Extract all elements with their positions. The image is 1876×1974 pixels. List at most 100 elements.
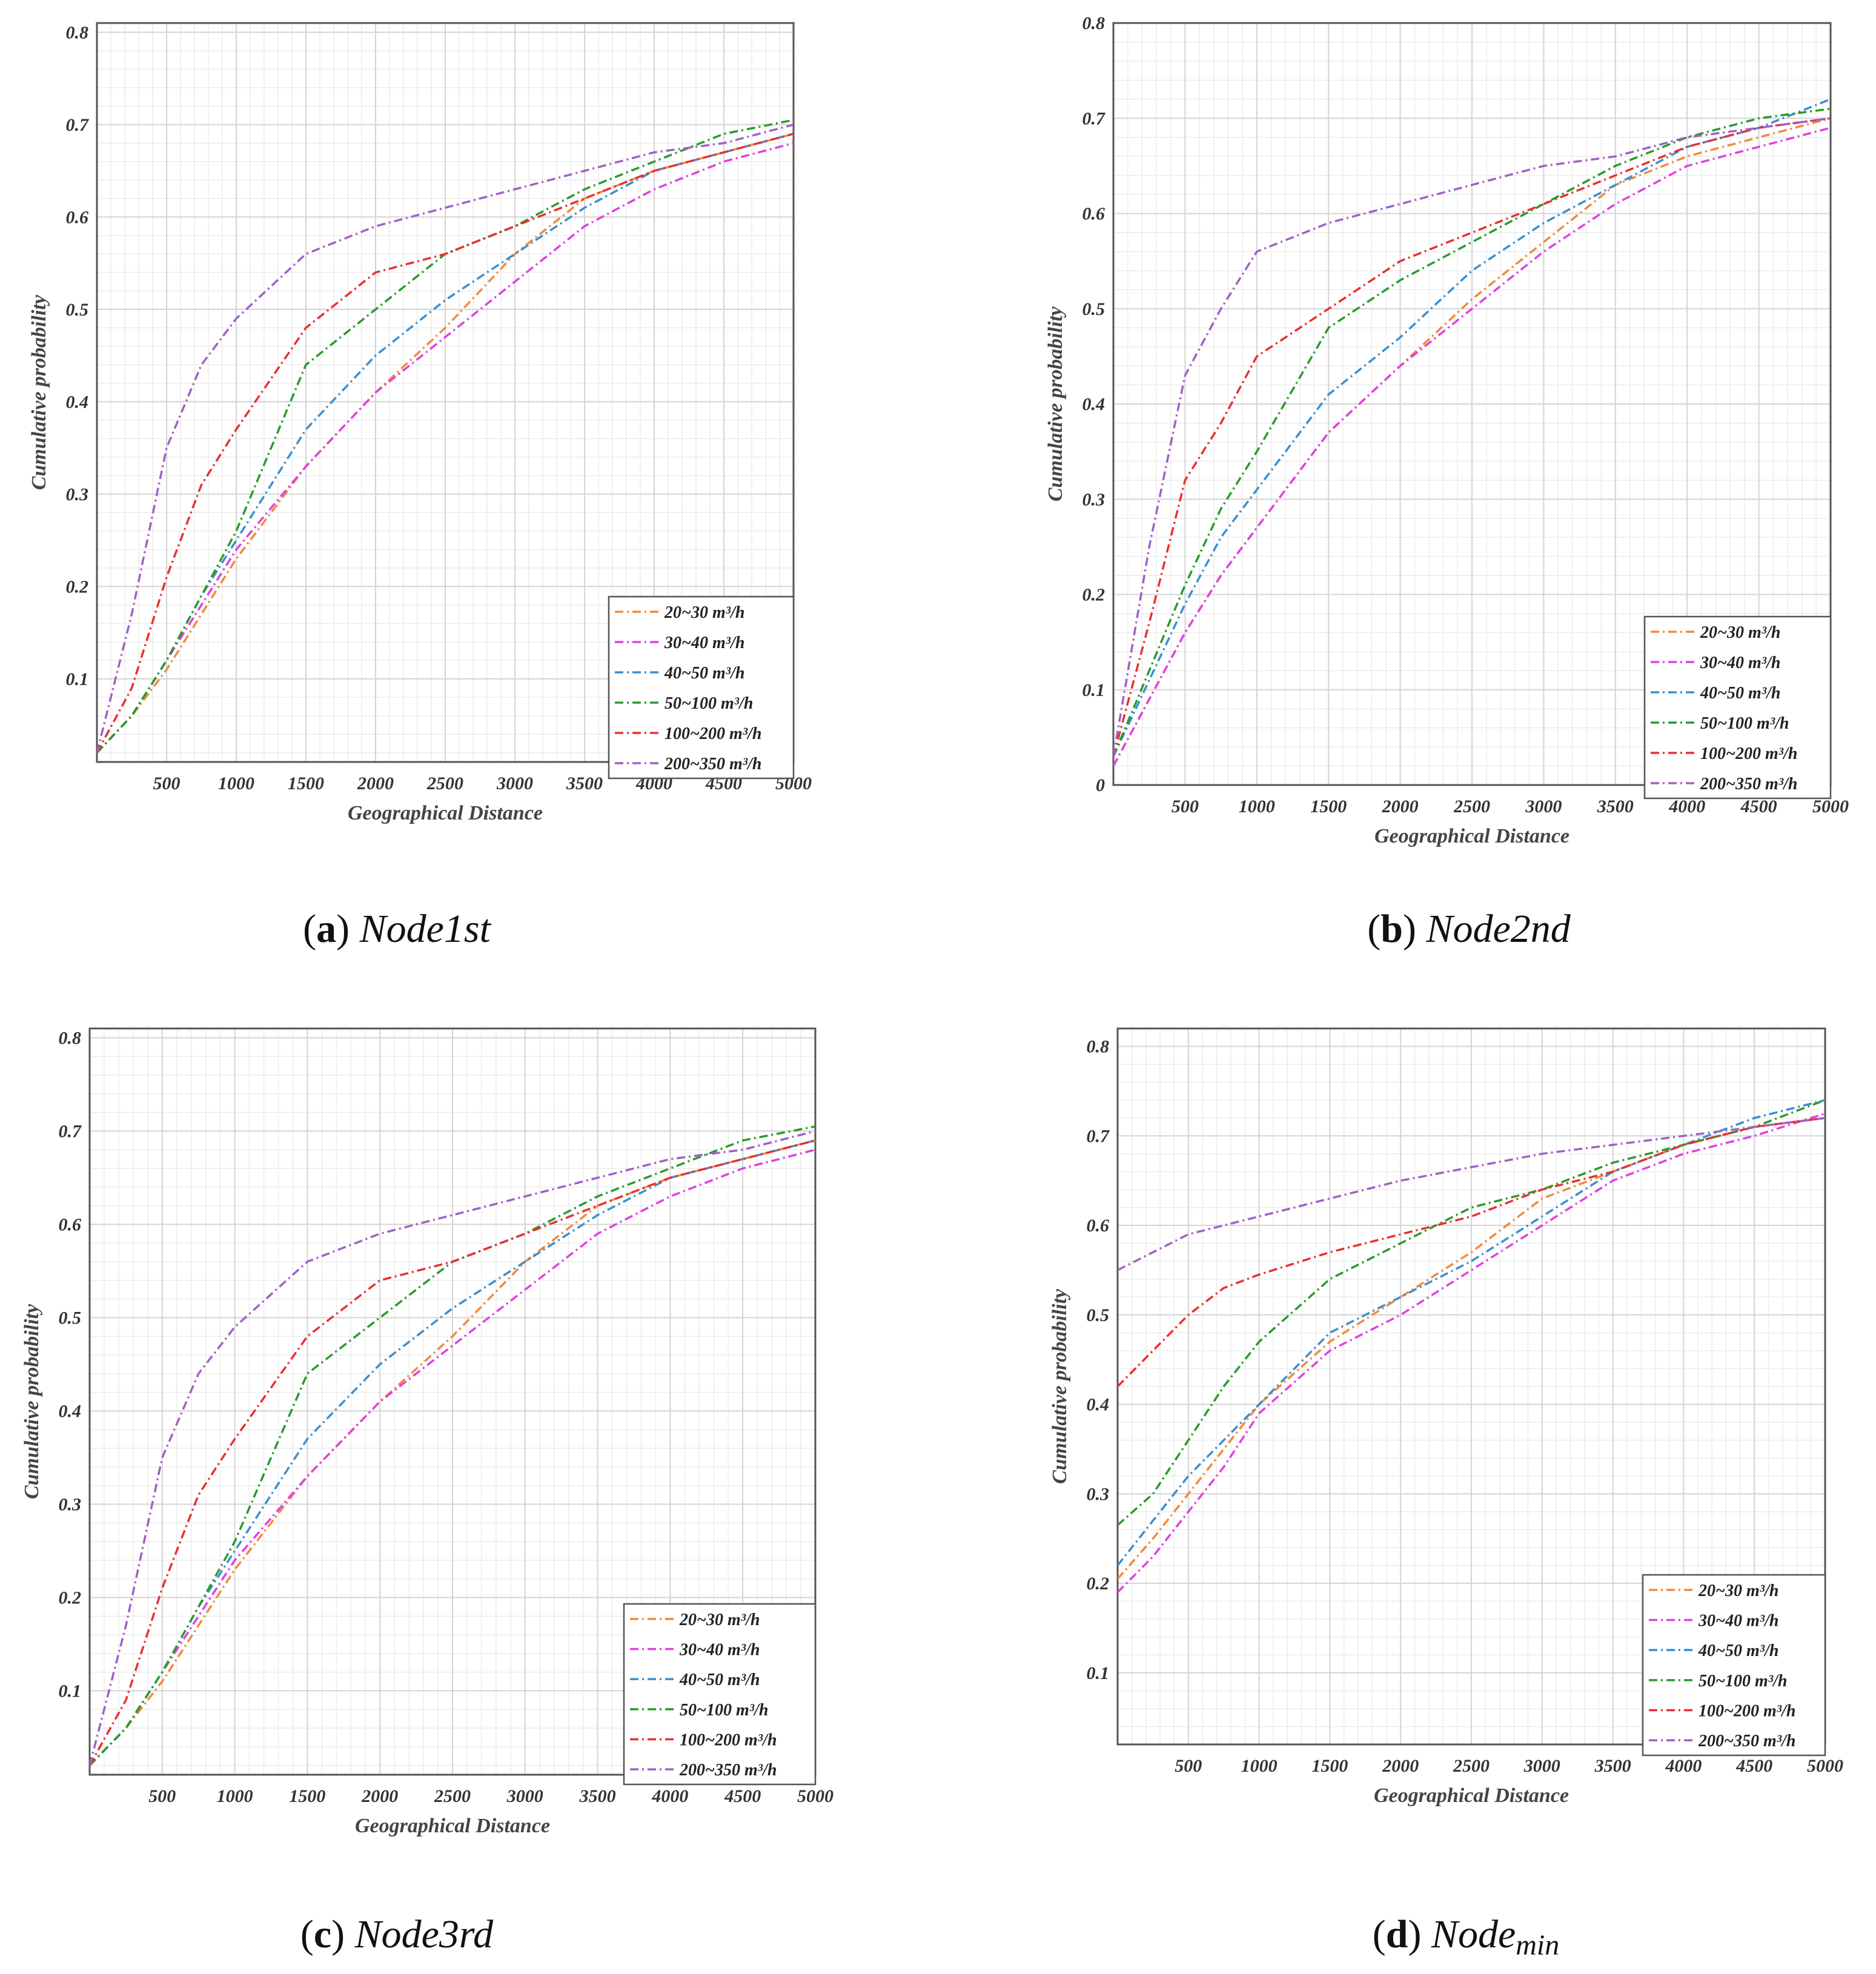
x-tick-label: 1000 <box>1239 797 1275 816</box>
legend-label: 40~50 m³/h <box>1700 684 1780 703</box>
y-tick-label: 0.2 <box>1087 1574 1110 1594</box>
series-lines <box>97 119 794 754</box>
x-tick-label: 500 <box>153 773 181 793</box>
y-tick-label: 0.1 <box>1087 1663 1110 1683</box>
y-tick-label: 0.6 <box>1087 1216 1110 1236</box>
legend-label: 100~200 m³/h <box>1699 1702 1795 1721</box>
x-tick-label: 1000 <box>218 773 254 793</box>
x-tick-label: 2500 <box>1453 797 1490 816</box>
caption: (a) Node1st <box>303 907 491 951</box>
y-tick-label: 0.6 <box>1082 204 1105 224</box>
x-tick-label: 3000 <box>1525 797 1562 816</box>
x-tick-label: 4000 <box>1668 797 1705 816</box>
y-tick-label: 0.4 <box>59 1401 82 1421</box>
x-axis-label: Geographical Distance <box>355 1815 550 1837</box>
x-tick-label: 500 <box>1172 797 1199 816</box>
x-tick-label: 4500 <box>1740 797 1777 816</box>
caption-title: Node <box>1431 1912 1516 1956</box>
chart-a: 500 1000 1500 2000 2500 3000 3500 4000 4500 50000… <box>28 22 812 951</box>
y-tick-label: 0.8 <box>1082 13 1105 33</box>
y-tick-label: 0.4 <box>1082 394 1105 414</box>
y-tick-label: 0 <box>1096 775 1105 795</box>
x-axis-label: Geographical Distance <box>348 802 543 824</box>
series-line-6 <box>90 1130 815 1766</box>
x-tick-label: 3500 <box>566 773 603 793</box>
x-tick-label: 3000 <box>506 1786 543 1806</box>
legend-label: 50~100 m³/h <box>680 1701 768 1720</box>
y-tick-label: 0.8 <box>59 1028 82 1048</box>
legend-label: 200~350 m³/h <box>679 1761 777 1780</box>
y-axis-label: Cumulative probability <box>21 1303 43 1499</box>
caption-title: Node2nd <box>1425 907 1571 951</box>
y-tick-label: 0.2 <box>59 1588 82 1608</box>
caption-letter: c <box>314 1912 331 1956</box>
y-tick-label: 0.6 <box>59 1214 82 1234</box>
y-tick-label: 0.5 <box>1082 299 1105 319</box>
x-tick-label: 4000 <box>651 1786 688 1806</box>
x-tick-label: 3500 <box>1597 797 1634 816</box>
y-axis-label: Cumulative probability <box>1044 306 1067 502</box>
chart-c: 500 1000 1500 2000 2500 3000 3500 4000 4500 5000 0… <box>21 1027 834 1956</box>
y-tick-label: 0.6 <box>66 207 89 227</box>
y-tick-label: 0.3 <box>59 1494 82 1514</box>
series-line-3 <box>1118 1099 1825 1566</box>
series-line-2 <box>1113 127 1831 767</box>
caption-letter: a <box>316 907 336 951</box>
x-tick-label: 1500 <box>1311 1756 1348 1776</box>
legend-box <box>1643 615 1832 800</box>
y-tick-label: 0.5 <box>1087 1305 1110 1325</box>
x-tick-label: 2000 <box>361 1786 398 1806</box>
x-tick-label: 500 <box>1175 1756 1202 1776</box>
plot-frame <box>1112 22 1832 786</box>
x-tick-label: 1500 <box>289 1786 325 1806</box>
x-tick-label: 3500 <box>579 1786 616 1806</box>
series-lines <box>1113 98 1831 767</box>
series-line-4 <box>1113 107 1831 757</box>
legend-label: 50~100 m³/h <box>1699 1672 1787 1691</box>
legend-label: 40~50 m³/h <box>664 664 744 683</box>
y-tick-label: 0.7 <box>1082 108 1106 128</box>
series-line-6 <box>97 124 794 753</box>
x-tick-label: 3500 <box>1594 1756 1631 1776</box>
legend-label: 20~30 m³/h <box>1700 623 1780 642</box>
x-tick-label: 2500 <box>1453 1756 1490 1776</box>
legend-box <box>608 595 795 780</box>
y-axis-label: Cumulative probability <box>1049 1288 1071 1484</box>
series-line-6 <box>1118 1117 1825 1271</box>
series-line-3 <box>97 133 794 754</box>
x-tick-label: 4500 <box>724 1786 761 1806</box>
y-tick-label: 0.3 <box>1082 489 1105 509</box>
x-tick-label: 4000 <box>1665 1756 1702 1776</box>
series-line-5 <box>1113 117 1831 757</box>
caption-subscript: min <box>1516 1929 1559 1961</box>
legend-label: 200~350 m³/h <box>1698 1732 1795 1750</box>
plot-frame <box>96 22 795 763</box>
series-line-6 <box>1113 117 1831 757</box>
caption: (b) Node2nd <box>1367 907 1571 951</box>
x-tick-label: 5000 <box>1812 797 1849 816</box>
legend: 20~30 m³/h 30~40 m³/h 40~50 m³/h 50~100 m³/… <box>1642 1574 1826 1757</box>
y-tick-label: 0.4 <box>1087 1395 1110 1415</box>
series-line-4 <box>90 1125 815 1766</box>
x-tick-label: 2500 <box>426 773 463 793</box>
chart-d: 500 1000 1500 2000 2500 3000 3500 4000 4500 5000 0… <box>1049 1027 1843 1961</box>
legend-label: 30~40 m³/h <box>664 634 744 652</box>
legend-label: 30~40 m³/h <box>1700 654 1780 672</box>
series-lines <box>90 1125 815 1766</box>
y-tick-label: 0.3 <box>66 485 89 505</box>
x-tick-label: 5000 <box>797 1786 834 1806</box>
x-tick-label: 2500 <box>434 1786 471 1806</box>
caption-letter: b <box>1380 907 1403 951</box>
series-line-5 <box>90 1139 815 1766</box>
x-axis-label: Geographical Distance <box>1374 825 1569 847</box>
y-tick-label: 0.7 <box>59 1121 82 1141</box>
legend-label: 100~200 m³/h <box>1700 744 1797 763</box>
grid <box>1118 1028 1826 1745</box>
x-tick-label: 3000 <box>496 773 533 793</box>
x-axis-label: Geographical Distance <box>1374 1784 1569 1807</box>
legend-label: 30~40 m³/h <box>1698 1612 1778 1631</box>
legend-label: 200~350 m³/h <box>1700 775 1797 793</box>
x-tick-label: 4500 <box>1735 1756 1772 1776</box>
legend: 20~30 m³/h 30~40 m³/h 40~50 m³/h 50~100 m³/… <box>1643 615 1832 800</box>
